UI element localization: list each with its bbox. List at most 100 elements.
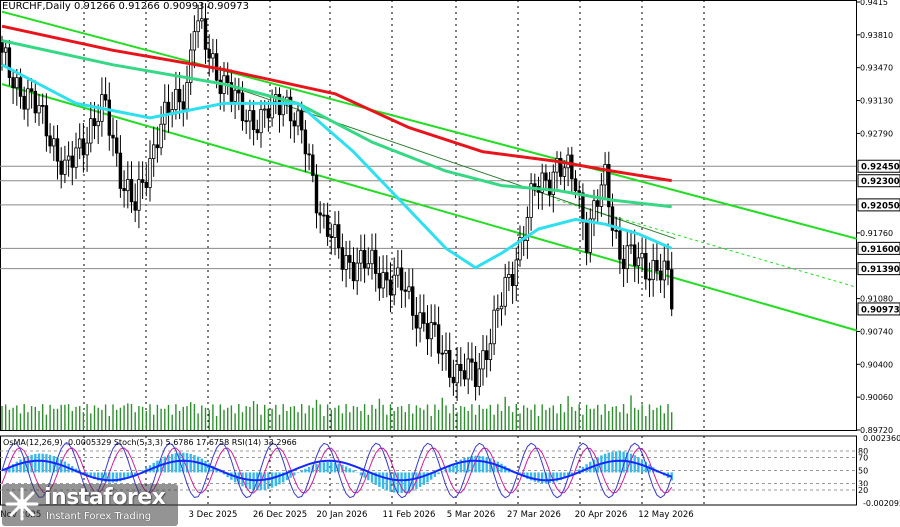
osma-bar	[104, 472, 107, 483]
candle-body	[133, 201, 137, 211]
osma-bar	[437, 472, 440, 475]
date-label: 12 May 2026	[638, 510, 693, 520]
candle-body	[662, 260, 666, 281]
candle-body	[111, 134, 115, 139]
candle-body	[614, 229, 618, 232]
y-tick-label: 0.93810	[860, 31, 893, 40]
candle-body	[633, 244, 637, 267]
candle-body	[447, 350, 452, 378]
candle-body	[66, 155, 71, 161]
osma-bar	[570, 472, 573, 475]
y-tick-label: 0.9415	[860, 0, 888, 7]
candle-body	[129, 179, 134, 203]
osma-bar	[352, 470, 355, 473]
candle-body	[59, 160, 63, 175]
candle-body	[651, 259, 655, 281]
candle-body	[507, 274, 511, 278]
osma-bar	[97, 472, 100, 481]
osma-bar	[385, 472, 388, 491]
candle-body	[92, 118, 97, 127]
osma-bar	[171, 453, 174, 473]
candle-body	[373, 249, 378, 274]
osma-bar	[378, 472, 381, 488]
candle-body	[466, 358, 470, 380]
candle-body	[499, 305, 504, 310]
osma-bar	[359, 472, 363, 476]
date-label: 3 Dec 2025	[189, 510, 238, 520]
osma-bar	[485, 457, 488, 473]
level-price-box-4	[857, 262, 900, 276]
candle-body	[52, 138, 56, 147]
indicator-tick-label: 0.002360	[863, 434, 900, 443]
osma-bar	[389, 472, 392, 492]
candle-body	[592, 200, 596, 220]
osma-bar	[185, 453, 189, 473]
osma-bar	[270, 472, 274, 488]
osma-bar	[563, 472, 566, 479]
candle-body	[410, 286, 415, 316]
osma-bar	[85, 472, 89, 476]
osma-bar	[93, 472, 96, 480]
candle-body	[78, 138, 82, 149]
osma-bar	[481, 456, 485, 473]
candle-body	[181, 101, 185, 110]
osma-bar	[452, 463, 455, 473]
stoch-level-box	[857, 479, 869, 488]
osma-bar	[459, 459, 462, 473]
osma-bar	[263, 472, 266, 490]
candle-body	[484, 350, 489, 361]
rsi-line	[1, 459, 673, 482]
candle-body	[118, 152, 123, 189]
candle-body	[459, 363, 463, 372]
candle-body	[163, 101, 167, 125]
trend-channel-line-1	[1, 83, 857, 332]
candle-body	[103, 94, 108, 101]
candle-body	[7, 47, 12, 79]
osma-bar	[115, 472, 118, 483]
osma-bar	[319, 462, 322, 473]
osma-bar	[30, 454, 33, 473]
moving-average-red	[1, 24, 672, 183]
candle-body	[377, 273, 382, 289]
candle-body	[340, 247, 345, 270]
candle-body	[355, 262, 359, 282]
osma-bar	[52, 456, 55, 473]
candle-body	[607, 164, 611, 208]
osma-bar	[196, 456, 200, 473]
candle-body	[303, 129, 308, 155]
osma-bar	[56, 457, 59, 473]
osma-bar	[134, 472, 137, 475]
candle-body	[155, 144, 160, 149]
osma-bar	[189, 453, 192, 473]
level-price-label-1: 0.92300	[861, 177, 900, 187]
osma-bar	[296, 472, 300, 474]
candle-body	[584, 221, 589, 253]
candle-body	[148, 158, 152, 188]
candle-body	[422, 312, 426, 324]
level-price-box-0	[857, 159, 900, 173]
osma-bar	[430, 472, 433, 480]
trend-extension-line	[556, 199, 857, 288]
candle-body	[96, 120, 100, 127]
osma-bar	[467, 456, 470, 473]
instaforex-logo: instaforex Instant Forex Trading	[4, 484, 184, 526]
osma-bar	[566, 472, 570, 477]
osma-bar	[119, 472, 122, 482]
candle-body	[177, 88, 182, 103]
osma-bar	[400, 472, 403, 493]
indicator-tick-label: -0.002095	[863, 499, 900, 508]
osma-bar	[8, 466, 11, 473]
candle-body	[547, 179, 552, 195]
osma-bar	[541, 472, 544, 484]
candle-body	[462, 370, 467, 380]
osma-bar	[274, 472, 277, 487]
candle-body	[599, 184, 604, 207]
candle-body	[266, 108, 271, 119]
osma-bar	[267, 472, 270, 489]
candle-body	[573, 178, 578, 192]
osma-bar	[489, 458, 492, 473]
moving-average-green	[1, 39, 672, 209]
candle-body	[647, 278, 652, 281]
osma-bar	[333, 462, 337, 473]
